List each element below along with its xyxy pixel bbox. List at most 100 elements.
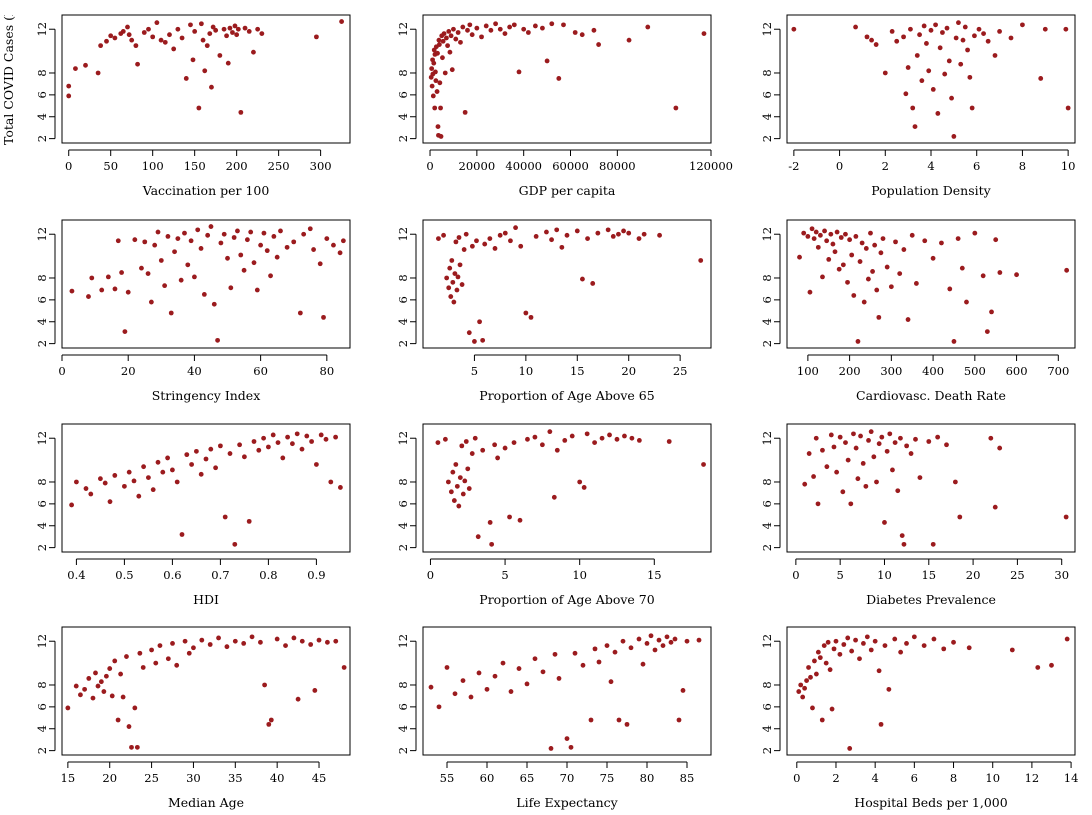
y-tick-label: 2 (35, 340, 49, 347)
x-tick-label: 500 (964, 364, 986, 378)
data-point (465, 466, 471, 472)
data-point (629, 435, 635, 441)
x-tick-label: 0 (792, 568, 799, 582)
data-point (516, 69, 522, 75)
data-point (853, 445, 859, 451)
data-point (592, 440, 598, 445)
x-tick-label: 50 (103, 159, 118, 173)
data-point (952, 479, 958, 485)
data-point (831, 646, 837, 652)
data-point (476, 670, 482, 676)
x-tick-label: 40 (270, 771, 285, 785)
data-point (207, 642, 213, 647)
data-point (608, 679, 614, 685)
data-point (431, 60, 437, 66)
data-point (489, 541, 495, 547)
data-point (158, 37, 164, 43)
data-point (616, 717, 622, 723)
y-tick-label: 6 (396, 296, 410, 303)
data-point (951, 134, 957, 139)
y-tick-label: 2 (35, 135, 49, 142)
data-point (804, 678, 809, 684)
data-point (888, 284, 894, 290)
data-point (133, 43, 139, 49)
data-point (73, 66, 78, 72)
data-point (876, 441, 882, 447)
data-point (551, 494, 557, 500)
data-point (868, 230, 873, 236)
x-tick-label: 2 (832, 771, 839, 785)
data-point (939, 240, 944, 246)
data-point (259, 31, 265, 36)
data-point (131, 478, 137, 484)
x-axis-label: Cardiovasc. Death Rate (856, 388, 1006, 403)
data-point (500, 660, 506, 666)
data-point (912, 124, 918, 129)
data-point (456, 235, 462, 240)
data-point (174, 662, 180, 668)
data-point (456, 503, 462, 509)
x-tick-label: 20 (121, 364, 136, 378)
data-point (843, 231, 848, 237)
data-point (895, 488, 901, 494)
data-point (559, 244, 565, 250)
x-axis-label: Population Density (871, 183, 991, 198)
data-point (208, 446, 214, 452)
data-point (251, 260, 257, 266)
data-point (919, 78, 925, 84)
data-point (572, 30, 578, 35)
data-point (266, 444, 271, 450)
data-point (115, 717, 121, 723)
data-point (218, 443, 223, 449)
data-point (162, 39, 168, 45)
data-point (184, 452, 190, 458)
data-point (953, 35, 959, 41)
x-tick-label: 30 (1054, 568, 1069, 582)
data-point (241, 267, 247, 273)
data-point (624, 721, 630, 727)
scatter-panel-4: 0 20 40 60 80 2 4 6 8 12 Stringency Index (35, 219, 351, 403)
data-point (248, 229, 254, 235)
data-point (134, 744, 140, 750)
data-point (813, 435, 819, 441)
data-point (255, 26, 261, 32)
data-point (457, 475, 463, 481)
data-point (179, 532, 185, 537)
data-point (898, 649, 904, 655)
data-point (517, 517, 523, 523)
data-point (913, 281, 919, 286)
data-point (1038, 76, 1044, 81)
y-tick-label: 12 (35, 22, 49, 37)
plot-frame (786, 14, 1076, 144)
data-point (224, 33, 229, 39)
data-point (445, 43, 450, 49)
data-point (840, 489, 846, 495)
data-point (827, 667, 833, 673)
data-point (299, 446, 305, 452)
data-point (869, 37, 874, 43)
data-point (508, 238, 513, 244)
data-point (944, 442, 949, 448)
data-point (179, 35, 185, 41)
data-point (656, 637, 662, 643)
data-point (112, 286, 118, 292)
x-tick-label: 80 (320, 364, 335, 378)
data-point (495, 455, 501, 461)
data-point (698, 258, 704, 263)
data-point (118, 671, 124, 677)
x-tick-label: 0 (426, 159, 433, 173)
y-tick-label: 12 (760, 431, 774, 446)
x-tick-label: 85 (680, 771, 695, 785)
data-point (441, 31, 447, 36)
y-tick-label: 8 (396, 274, 410, 281)
data-point (246, 518, 252, 524)
data-point (297, 310, 303, 316)
data-point (311, 247, 316, 252)
y-tick-label: 6 (396, 91, 410, 98)
data-point (868, 647, 874, 653)
data-point (528, 314, 534, 320)
data-point (275, 440, 281, 445)
data-point (189, 462, 195, 467)
y-tick-label: 6 (760, 91, 774, 98)
